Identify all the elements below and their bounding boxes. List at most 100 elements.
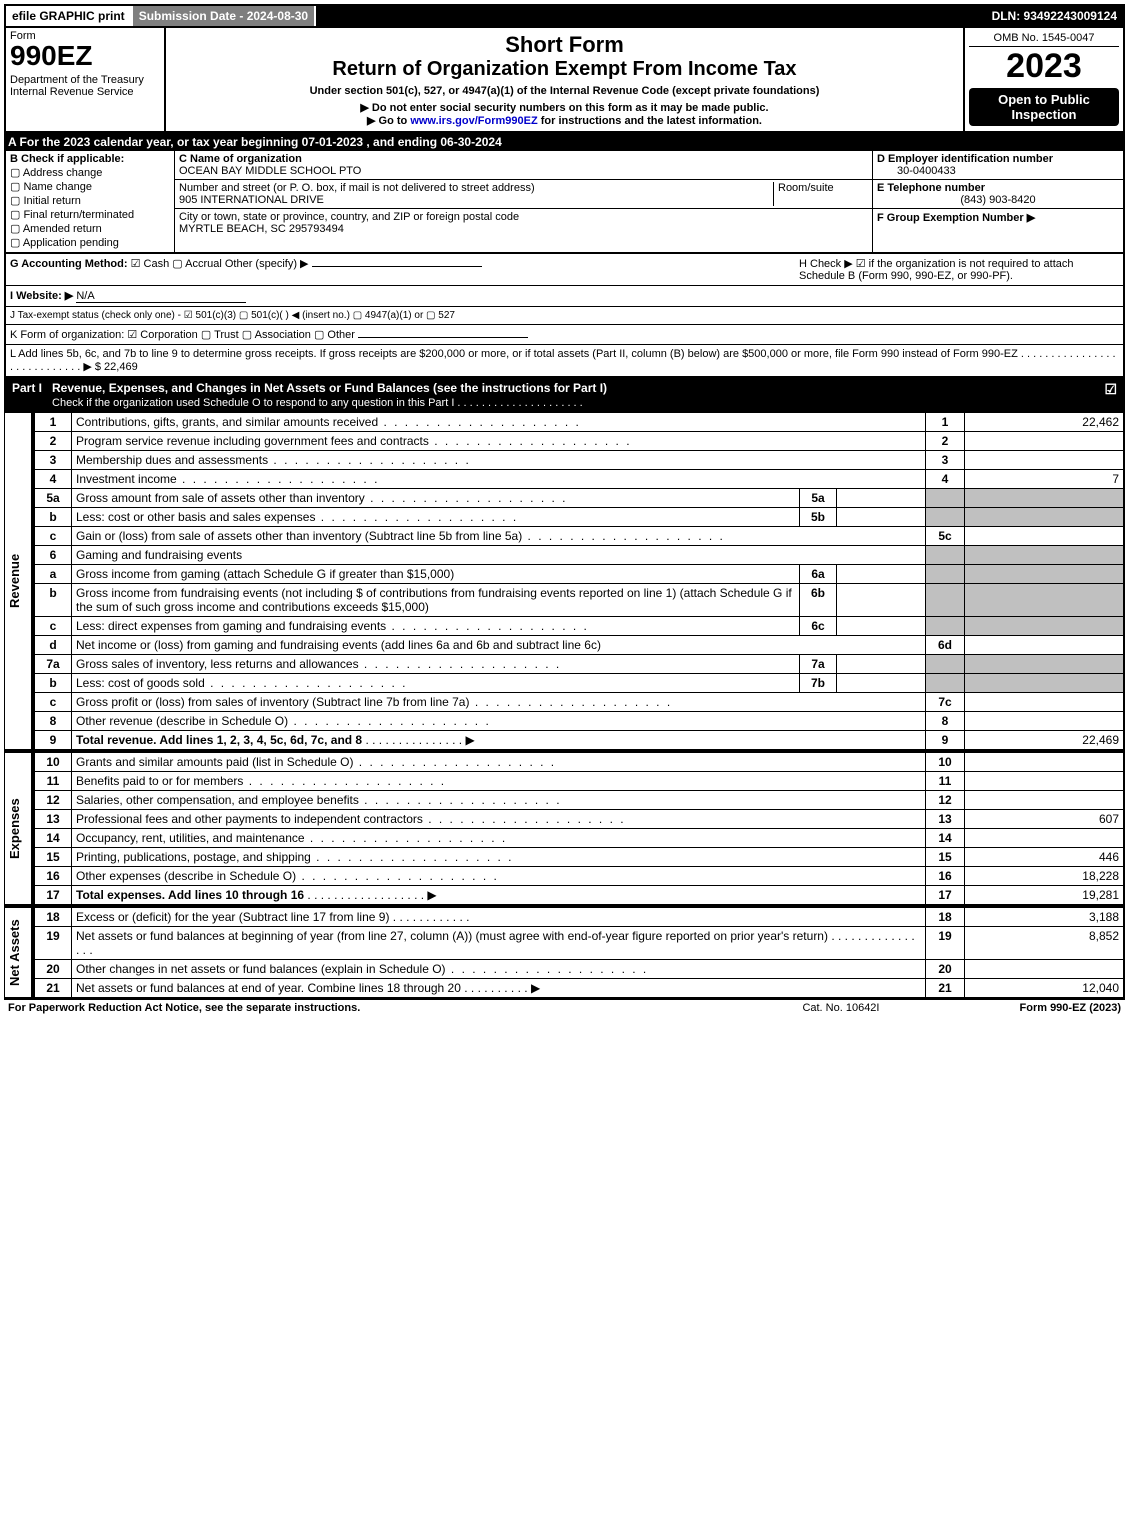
section-i: I Website: ▶ N/A (6, 286, 1123, 307)
line-11: 11Benefits paid to or for members11 (34, 772, 1124, 791)
accrual-checkbox[interactable]: ▢ Accrual (172, 258, 222, 270)
ein-value: 30-0400433 (877, 165, 956, 177)
line-18: 18Excess or (deficit) for the year (Subt… (34, 908, 1124, 927)
line-5c: cGain or (loss) from sale of assets othe… (34, 527, 1124, 546)
section-g-h: G Accounting Method: ☑ Cash ▢ Accrual Ot… (6, 254, 1123, 286)
street-label: Number and street (or P. O. box, if mail… (179, 182, 535, 194)
header-subtitle: Under section 501(c), 527, or 4947(a)(1)… (170, 85, 959, 97)
department-label: Department of the Treasury (10, 74, 160, 86)
line-6b: bGross income from fundraising events (n… (34, 584, 1124, 617)
revenue-section: Revenue 1Contributions, gifts, grants, a… (4, 412, 1125, 752)
other-specify[interactable]: Other (specify) ▶ (225, 258, 309, 270)
line-6c: cLess: direct expenses from gaming and f… (34, 617, 1124, 636)
phone-value: (843) 903-8420 (877, 194, 1119, 206)
arrow-icon: ▶ (465, 733, 474, 747)
city-label: City or town, state or province, country… (179, 211, 519, 223)
sections-ghij: G Accounting Method: ☑ Cash ▢ Accrual Ot… (4, 254, 1125, 325)
line-7a: 7aGross sales of inventory, less returns… (34, 655, 1124, 674)
form-header: Form 990EZ Department of the Treasury In… (4, 28, 1125, 133)
line-12: 12Salaries, other compensation, and empl… (34, 791, 1124, 810)
line-15: 15Printing, publications, postage, and s… (34, 848, 1124, 867)
chk-final-return[interactable]: ▢ Final return/terminated (10, 208, 170, 221)
line-21: 21Net assets or fund balances at end of … (34, 979, 1124, 998)
room-suite-label: Room/suite (773, 182, 868, 206)
page-footer: For Paperwork Reduction Act Notice, see … (4, 1000, 1125, 1016)
ssn-warning: ▶ Do not enter social security numbers o… (170, 101, 959, 114)
info-grid: B Check if applicable: ▢ Address change … (4, 151, 1125, 254)
chk-amended-return[interactable]: ▢ Amended return (10, 222, 170, 235)
line-7b: bLess: cost of goods sold7b (34, 674, 1124, 693)
line-4: 4Investment income47 (34, 470, 1124, 489)
section-j: J Tax-exempt status (check only one) - ☑… (6, 307, 1123, 325)
return-title: Return of Organization Exempt From Incom… (170, 58, 959, 81)
line-14: 14Occupancy, rent, utilities, and mainte… (34, 829, 1124, 848)
chk-application-pending[interactable]: ▢ Application pending (10, 236, 170, 249)
efile-print-label[interactable]: efile GRAPHIC print (6, 6, 133, 26)
line-10: 10Grants and similar amounts paid (list … (34, 753, 1124, 772)
section-l: L Add lines 5b, 6c, and 7b to line 9 to … (4, 345, 1125, 378)
street-value: 905 INTERNATIONAL DRIVE (179, 194, 324, 206)
omb-number: OMB No. 1545-0047 (969, 32, 1119, 47)
line-8: 8Other revenue (describe in Schedule O)8 (34, 712, 1124, 731)
phone-cell: E Telephone number (843) 903-8420 (873, 180, 1123, 209)
line-a-tax-year: A For the 2023 calendar year, or tax yea… (4, 133, 1125, 151)
chk-initial-return[interactable]: ▢ Initial return (10, 194, 170, 207)
line-7c: cGross profit or (loss) from sales of in… (34, 693, 1124, 712)
part1-check-line: Check if the organization used Schedule … (52, 397, 583, 409)
expenses-section: Expenses 10Grants and similar amounts pa… (4, 752, 1125, 907)
section-k: K Form of organization: ☑ Corporation ▢ … (4, 325, 1125, 345)
org-name-label: C Name of organization (179, 153, 302, 165)
revenue-side-label: Revenue (4, 412, 33, 750)
line-9: 9Total revenue. Add lines 1, 2, 3, 4, 5c… (34, 731, 1124, 750)
accounting-method-label: G Accounting Method: (10, 258, 128, 270)
submission-date: Submission Date - 2024-08-30 (133, 6, 316, 26)
section-k-text: K Form of organization: ☑ Corporation ▢ … (10, 329, 355, 341)
section-l-text: L Add lines 5b, 6c, and 7b to line 9 to … (10, 348, 1116, 373)
line-2: 2Program service revenue including gover… (34, 432, 1124, 451)
net-assets-section: Net Assets 18Excess or (deficit) for the… (4, 907, 1125, 1000)
line-6d: dNet income or (loss) from gaming and fu… (34, 636, 1124, 655)
top-bar: efile GRAPHIC print Submission Date - 20… (4, 4, 1125, 28)
arrow-icon: ▶ (427, 888, 436, 902)
dln-label: DLN: 93492243009124 (986, 6, 1123, 26)
chk-name-change[interactable]: ▢ Name change (10, 180, 170, 193)
short-form-title: Short Form (170, 32, 959, 58)
line-3: 3Membership dues and assessments3 (34, 451, 1124, 470)
line-6: 6Gaming and fundraising events (34, 546, 1124, 565)
irs-url-link[interactable]: www.irs.gov/Form990EZ (410, 115, 537, 127)
part1-header: Part I Revenue, Expenses, and Changes in… (4, 378, 1125, 412)
header-left: Form 990EZ Department of the Treasury In… (6, 28, 166, 131)
org-other-line[interactable] (358, 337, 528, 338)
ein-cell: D Employer identification number 30-0400… (873, 151, 1123, 180)
section-c: C Name of organization OCEAN BAY MIDDLE … (175, 151, 873, 252)
org-name: OCEAN BAY MIDDLE SCHOOL PTO (179, 165, 361, 177)
gross-receipts-amount: 22,469 (104, 361, 138, 373)
irs-label: Internal Revenue Service (10, 86, 160, 98)
goto-link[interactable]: ▶ Go to www.irs.gov/Form990EZ for instru… (170, 114, 959, 127)
part1-checkbox[interactable]: ☑ (1104, 381, 1117, 409)
line-19: 19Net assets or fund balances at beginni… (34, 927, 1124, 960)
line-1: 1Contributions, gifts, grants, and simil… (34, 413, 1124, 432)
group-exempt-label: F Group Exemption Number ▶ (877, 212, 1035, 224)
part1-title-text: Revenue, Expenses, and Changes in Net As… (52, 381, 607, 395)
line-5a: 5aGross amount from sale of assets other… (34, 489, 1124, 508)
chk-address-change[interactable]: ▢ Address change (10, 166, 170, 179)
part1-label: Part I (12, 381, 52, 409)
section-b-title: B Check if applicable: (10, 153, 170, 165)
net-assets-side-label: Net Assets (4, 907, 33, 998)
group-exempt-cell: F Group Exemption Number ▶ (873, 209, 1123, 226)
line-17: 17Total expenses. Add lines 10 through 1… (34, 886, 1124, 905)
cash-checkbox[interactable]: ☑ Cash (131, 258, 170, 270)
form-number: 990EZ (10, 42, 160, 70)
header-center: Short Form Return of Organization Exempt… (166, 28, 965, 131)
line-16: 16Other expenses (describe in Schedule O… (34, 867, 1124, 886)
other-specify-line[interactable] (312, 266, 482, 267)
header-right: OMB No. 1545-0047 2023 Open to Public In… (965, 28, 1123, 131)
expenses-table: 10Grants and similar amounts paid (list … (33, 752, 1125, 905)
part1-title: Revenue, Expenses, and Changes in Net As… (52, 381, 1104, 409)
expenses-side-label: Expenses (4, 752, 33, 905)
section-b: B Check if applicable: ▢ Address change … (6, 151, 175, 252)
arrow-icon: ▶ (531, 981, 540, 995)
net-assets-table: 18Excess or (deficit) for the year (Subt… (33, 907, 1125, 998)
org-name-cell: C Name of organization OCEAN BAY MIDDLE … (175, 151, 872, 180)
